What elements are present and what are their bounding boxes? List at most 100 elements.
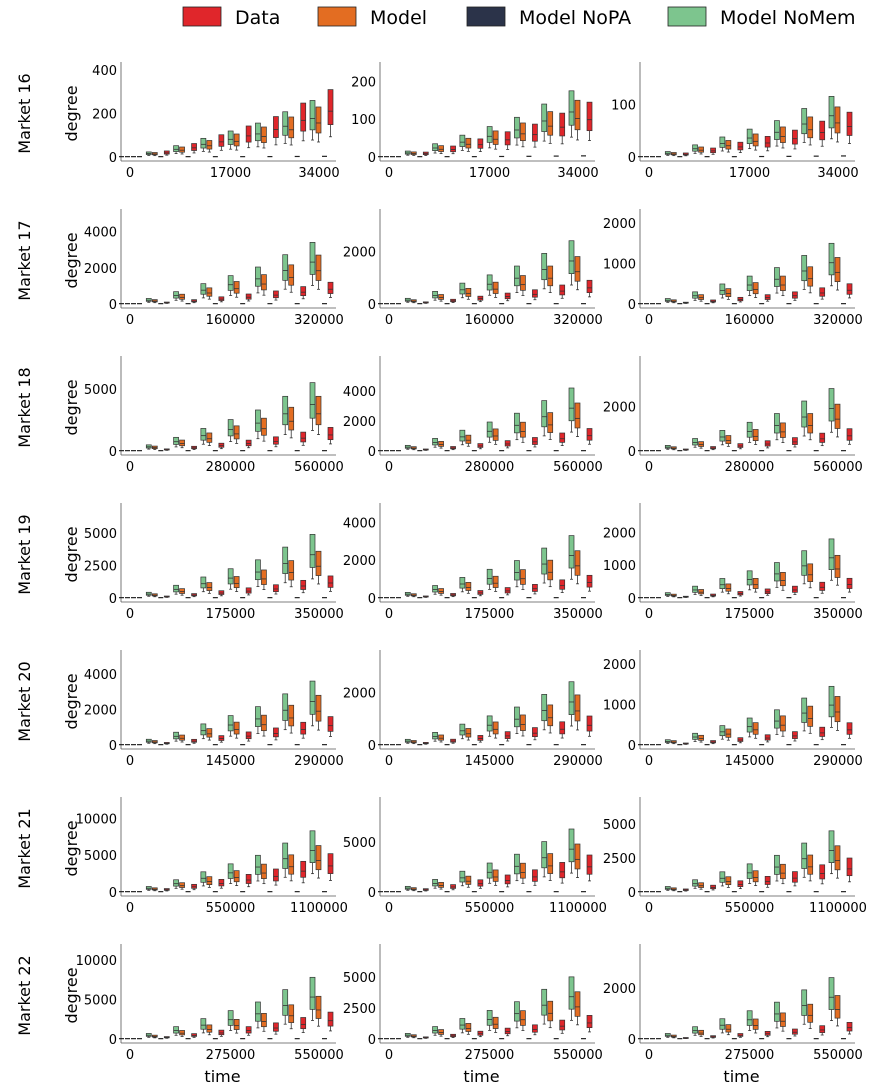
box-body-model xyxy=(438,145,444,152)
box-body-model-nomem xyxy=(746,1010,753,1026)
box-model-nomem xyxy=(692,438,698,448)
y-tick-label: 4000 xyxy=(84,668,117,683)
box-body-model-nomem xyxy=(173,584,179,593)
panel-r0-c1: 0 100 200 0 17000 34000 xyxy=(351,62,599,181)
box-model xyxy=(834,106,841,143)
box-body-model xyxy=(574,402,581,429)
box-data xyxy=(682,742,689,745)
box-data xyxy=(273,290,279,301)
box-body-model xyxy=(520,862,526,879)
legend-item-model: Model xyxy=(317,6,427,29)
y-axis-label: degree xyxy=(62,379,81,435)
box-model-nomem xyxy=(514,116,520,146)
x-tick-label: 160000 xyxy=(206,313,256,328)
box-data xyxy=(532,437,538,448)
x-tick-label: 280000 xyxy=(725,460,775,475)
box-model xyxy=(520,569,526,590)
box-body-data xyxy=(504,440,511,447)
box-model xyxy=(547,559,554,588)
box-model-nomem xyxy=(568,90,575,138)
box-model xyxy=(725,140,732,153)
box-model xyxy=(780,715,786,737)
box-data xyxy=(327,427,334,445)
box-model xyxy=(179,1030,185,1037)
box-model-nomem xyxy=(664,886,671,891)
box-data xyxy=(764,588,771,596)
y-axis-label: degree xyxy=(62,526,81,582)
box-data xyxy=(245,587,252,596)
box-model xyxy=(698,441,704,449)
x-tick-label: 550000 xyxy=(206,901,256,916)
box-body-model-nomem xyxy=(486,568,493,585)
x-tick-label: 160000 xyxy=(465,313,515,328)
box-model xyxy=(410,593,417,598)
box-body-model xyxy=(315,845,322,871)
box-model-nomem xyxy=(486,568,493,590)
box-model-nomem xyxy=(664,151,671,156)
box-model-nomem xyxy=(692,144,698,154)
box-model xyxy=(698,589,704,596)
y-tick-label: 5000 xyxy=(84,383,117,398)
box-data xyxy=(737,296,744,303)
box-model-nomem xyxy=(459,577,466,593)
box-body-model xyxy=(547,853,554,874)
box-model xyxy=(179,146,185,155)
y-tick-label: 0 xyxy=(628,886,636,901)
box-body-data xyxy=(245,125,252,143)
box-data xyxy=(846,1022,853,1035)
box-body-model-nomem xyxy=(541,400,548,428)
box-data xyxy=(218,878,225,889)
box-body-data xyxy=(532,289,538,298)
box-model-nomem xyxy=(746,863,753,884)
box-body-model-nomem xyxy=(801,989,808,1016)
box-model-nomem xyxy=(801,842,808,878)
box-model xyxy=(834,845,841,879)
box-body-model-nomem xyxy=(255,409,261,432)
box-data xyxy=(477,295,484,303)
x-tick-label: 320000 xyxy=(294,313,344,328)
row-label-19: Market 19 xyxy=(15,514,34,594)
box-body-data xyxy=(327,575,334,588)
box-model-nomem xyxy=(746,275,753,297)
box-model-nomem xyxy=(664,298,671,303)
box-data xyxy=(191,445,197,450)
box-model-nomem xyxy=(459,870,466,887)
box-body-data xyxy=(819,120,826,141)
box-body-model-nomem xyxy=(282,546,289,574)
box-body-model xyxy=(492,869,499,882)
y-tick-label: 1000 xyxy=(603,699,636,714)
box-body-model-nomem xyxy=(255,854,261,875)
box-model xyxy=(492,1016,499,1033)
box-body-model-nomem xyxy=(173,436,179,445)
box-data xyxy=(532,869,538,886)
box-body-model-nomem xyxy=(486,421,493,438)
box-body-model xyxy=(807,266,814,287)
box-model-nomem xyxy=(432,1026,438,1036)
box-body-model xyxy=(752,282,759,295)
box-model-nomem xyxy=(145,1033,152,1038)
box-body-data xyxy=(819,726,826,737)
box-body-model-nomem xyxy=(200,428,207,441)
y-tick-label: 2000 xyxy=(343,245,376,260)
box-data xyxy=(191,738,197,744)
box-body-model-nomem xyxy=(282,842,289,869)
box-body-model xyxy=(752,578,759,589)
box-data xyxy=(163,1036,170,1039)
box-model-nomem xyxy=(514,853,520,882)
box-model-nomem xyxy=(774,709,780,735)
box-data xyxy=(737,1033,744,1038)
box-model-nomem xyxy=(282,989,289,1025)
box-body-model-nomem xyxy=(432,731,438,740)
box-model-nomem xyxy=(486,274,493,296)
box-model xyxy=(288,1004,295,1030)
panel-r1-c0: 0 2000 4000 0 160000 320000 degree xyxy=(62,209,344,328)
box-model-nomem xyxy=(255,122,261,148)
legend-swatch-model-nopa xyxy=(466,6,506,27)
y-tick-label: 2500 xyxy=(84,560,117,575)
box-data xyxy=(846,722,853,739)
box-data xyxy=(163,301,170,304)
x-tick-label: 290000 xyxy=(553,754,603,769)
x-tick-label: 0 xyxy=(385,166,393,181)
box-body-data xyxy=(477,295,484,301)
box-model xyxy=(834,554,841,586)
